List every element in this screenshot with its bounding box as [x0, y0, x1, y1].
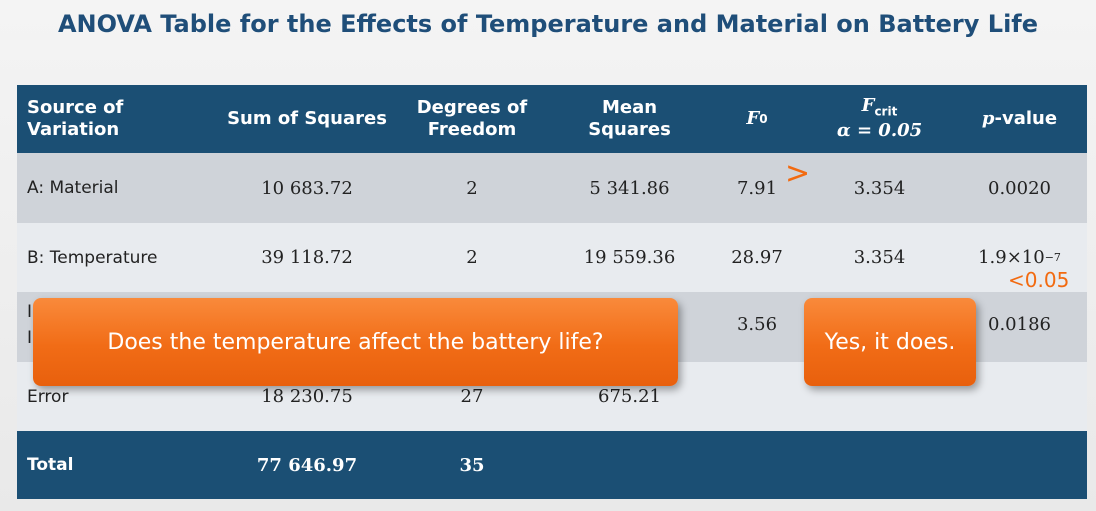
row-fcrit: 3.354	[853, 247, 906, 268]
total-ss: 77 646.97	[256, 454, 358, 476]
row-f0: 3.56	[736, 314, 778, 335]
table-row: B: Temperature 39 118.72 2 19 559.36 28.…	[17, 223, 1087, 292]
header-fcrit: Fcrit α = 0.05	[836, 95, 923, 142]
row-p-value: 0.0020	[988, 177, 1051, 199]
table-total-row: Total 77 646.97 35	[17, 431, 1087, 499]
header-df-line1: Degrees of	[416, 96, 528, 118]
header-p-value: p -value	[981, 107, 1058, 129]
header-source: Source of Variation	[27, 96, 124, 141]
table-header-row: Source of Variation Sum of Squares Degre…	[17, 85, 1087, 153]
row-source-partial: I	[27, 302, 33, 322]
table-row: A: Material 10 683.72 2 5 341.86 7.91 3.…	[17, 153, 1087, 223]
row-f0: 28.97	[731, 247, 783, 268]
total-df: 35	[459, 454, 485, 476]
row-ms: 675.21	[598, 386, 661, 407]
row-ss: 39 118.72	[261, 247, 353, 268]
anova-table: Source of Variation Sum of Squares Degre…	[17, 85, 1087, 499]
header-ms-line1: Mean	[601, 96, 658, 118]
header-degrees-of-freedom: Degrees of Freedom	[397, 85, 547, 153]
header-mean-squares: Mean Squares	[552, 85, 707, 153]
row-source-partial-2: I	[27, 328, 33, 348]
row-source: A: Material	[27, 178, 119, 198]
header-ms-line2: Squares	[588, 119, 671, 140]
row-p-value: 0.0186	[988, 314, 1051, 335]
question-callout: Does the temperature affect the battery …	[33, 298, 678, 386]
row-df: 2	[466, 177, 478, 199]
greater-than-annotation: >	[785, 156, 811, 191]
row-source: Error	[27, 386, 69, 407]
p-value-annotation: <0.05	[1008, 268, 1070, 292]
row-p-value: 1.9×10 −7	[978, 247, 1061, 268]
header-df-line2: Freedom	[427, 119, 517, 140]
row-df: 2	[466, 247, 478, 268]
row-ms: 5 341.86	[589, 177, 670, 199]
page-title: ANOVA Table for the Effects of Temperatu…	[57, 10, 1039, 38]
row-ms: 19 559.36	[583, 247, 676, 268]
row-df: 27	[460, 386, 484, 407]
answer-callout: Yes, it does.	[804, 298, 976, 386]
header-sum-of-squares: Sum of Squares	[227, 107, 387, 129]
row-ss: 10 683.72	[261, 177, 353, 199]
total-label: Total	[27, 455, 74, 475]
row-fcrit: 3.354	[853, 177, 906, 199]
row-f0: 7.91	[736, 177, 778, 199]
row-source: B: Temperature	[27, 247, 158, 268]
row-ss: 18 230.75	[261, 386, 353, 407]
